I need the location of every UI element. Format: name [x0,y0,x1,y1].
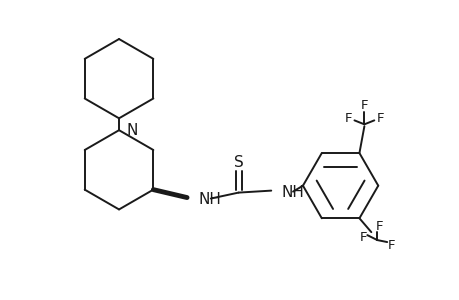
Text: NH: NH [280,185,303,200]
Text: NH: NH [198,192,221,207]
Text: N: N [127,123,138,138]
Text: F: F [360,99,367,112]
Text: F: F [344,112,352,125]
Text: S: S [233,155,243,170]
Text: F: F [359,231,366,244]
Text: F: F [386,238,394,251]
Text: F: F [375,112,383,125]
Text: F: F [375,220,382,233]
